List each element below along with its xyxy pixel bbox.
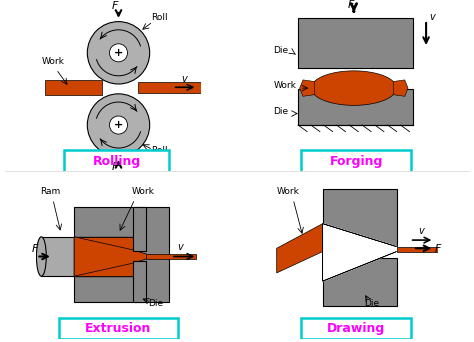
- Text: Die: Die: [273, 46, 289, 55]
- Text: Work: Work: [277, 187, 300, 196]
- Circle shape: [109, 44, 128, 62]
- Text: Roll: Roll: [151, 13, 168, 22]
- FancyBboxPatch shape: [74, 237, 137, 276]
- Polygon shape: [300, 80, 314, 96]
- Text: v: v: [178, 242, 183, 252]
- Polygon shape: [41, 237, 77, 276]
- Text: +: +: [114, 48, 123, 58]
- FancyBboxPatch shape: [59, 318, 178, 339]
- FancyBboxPatch shape: [301, 318, 411, 339]
- Text: F: F: [347, 0, 354, 10]
- Text: Work: Work: [132, 187, 155, 196]
- Text: v: v: [418, 226, 424, 236]
- FancyBboxPatch shape: [323, 258, 397, 306]
- Text: Extrusion: Extrusion: [85, 322, 152, 335]
- Polygon shape: [311, 71, 397, 105]
- FancyBboxPatch shape: [146, 254, 196, 259]
- FancyBboxPatch shape: [298, 89, 413, 125]
- Text: Rolling: Rolling: [93, 155, 141, 168]
- Text: Forging: Forging: [329, 155, 383, 168]
- Text: Die: Die: [273, 107, 289, 116]
- FancyBboxPatch shape: [74, 237, 137, 276]
- Circle shape: [109, 116, 128, 134]
- Text: Die: Die: [148, 299, 163, 308]
- Text: F: F: [435, 244, 441, 253]
- Polygon shape: [393, 80, 408, 96]
- FancyBboxPatch shape: [45, 80, 102, 95]
- Text: Ram: Ram: [40, 187, 60, 196]
- Text: v: v: [429, 12, 435, 22]
- Text: Die: Die: [364, 299, 379, 308]
- Polygon shape: [323, 224, 397, 281]
- FancyBboxPatch shape: [133, 261, 146, 302]
- Text: Work: Work: [41, 57, 64, 66]
- FancyBboxPatch shape: [298, 18, 413, 68]
- FancyBboxPatch shape: [74, 207, 169, 302]
- FancyBboxPatch shape: [64, 150, 169, 172]
- Polygon shape: [74, 237, 146, 276]
- FancyBboxPatch shape: [301, 150, 411, 172]
- Circle shape: [87, 94, 150, 156]
- Text: +: +: [114, 120, 123, 130]
- Text: Drawing: Drawing: [327, 322, 385, 335]
- Text: F: F: [31, 244, 38, 253]
- Text: F: F: [112, 162, 118, 172]
- Polygon shape: [323, 224, 397, 281]
- Circle shape: [87, 22, 150, 84]
- Text: Roll: Roll: [151, 146, 168, 155]
- FancyBboxPatch shape: [133, 207, 146, 251]
- FancyBboxPatch shape: [138, 81, 201, 93]
- FancyBboxPatch shape: [323, 189, 397, 247]
- Text: v: v: [181, 74, 187, 84]
- FancyBboxPatch shape: [397, 247, 438, 252]
- Text: Work: Work: [273, 81, 296, 90]
- Ellipse shape: [36, 237, 46, 276]
- Text: F: F: [112, 1, 118, 11]
- Polygon shape: [277, 224, 323, 273]
